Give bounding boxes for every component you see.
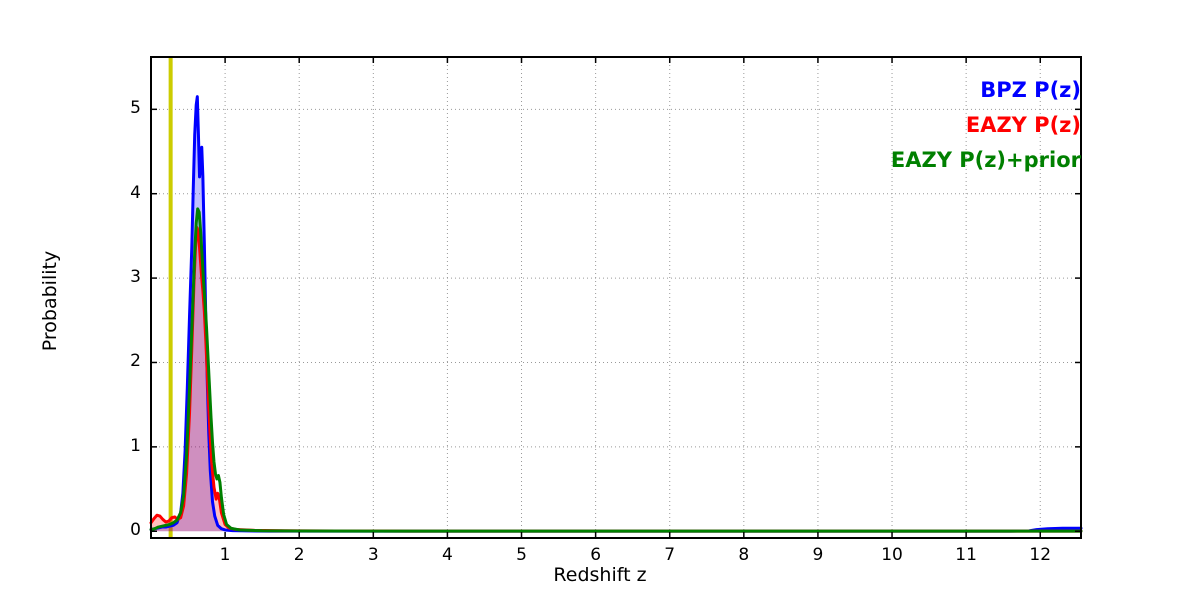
y-tick-label: 5	[130, 98, 141, 119]
x-tick-label: 6	[590, 545, 602, 565]
x-axis-title: Redshift z	[553, 564, 647, 586]
x-tick-label: 4	[441, 545, 453, 565]
x-tick-label: 9	[812, 545, 824, 565]
y-axis-title: Probability	[39, 250, 61, 352]
x-tick-label: 12	[1029, 545, 1052, 565]
x-tick-label: 7	[664, 545, 676, 565]
x-tick-label: 5	[516, 545, 527, 565]
y-tick-label: 2	[130, 351, 141, 372]
grid-lines	[151, 57, 1081, 538]
y-tick-label: 4	[130, 182, 141, 203]
legend-entry-bpz: BPZ P(z)	[980, 78, 1081, 102]
legend-entry-eazy: EAZY P(z)	[965, 113, 1081, 137]
x-tick-label: 1	[219, 545, 231, 565]
y-tick-label: 1	[130, 435, 141, 456]
x-tick-label: 3	[367, 545, 379, 565]
x-tick-label: 2	[293, 545, 305, 565]
y-tick-label: 0	[130, 520, 141, 541]
x-tick-label: 11	[955, 545, 977, 565]
axes-frame	[150, 56, 1082, 539]
legend-entry-eazy-prior: EAZY P(z)+prior	[890, 148, 1081, 172]
x-tick-label: 8	[738, 545, 750, 565]
series-line	[149, 207, 1083, 533]
x-tick-label: 10	[881, 545, 903, 565]
y-tick-label: 3	[130, 267, 141, 288]
